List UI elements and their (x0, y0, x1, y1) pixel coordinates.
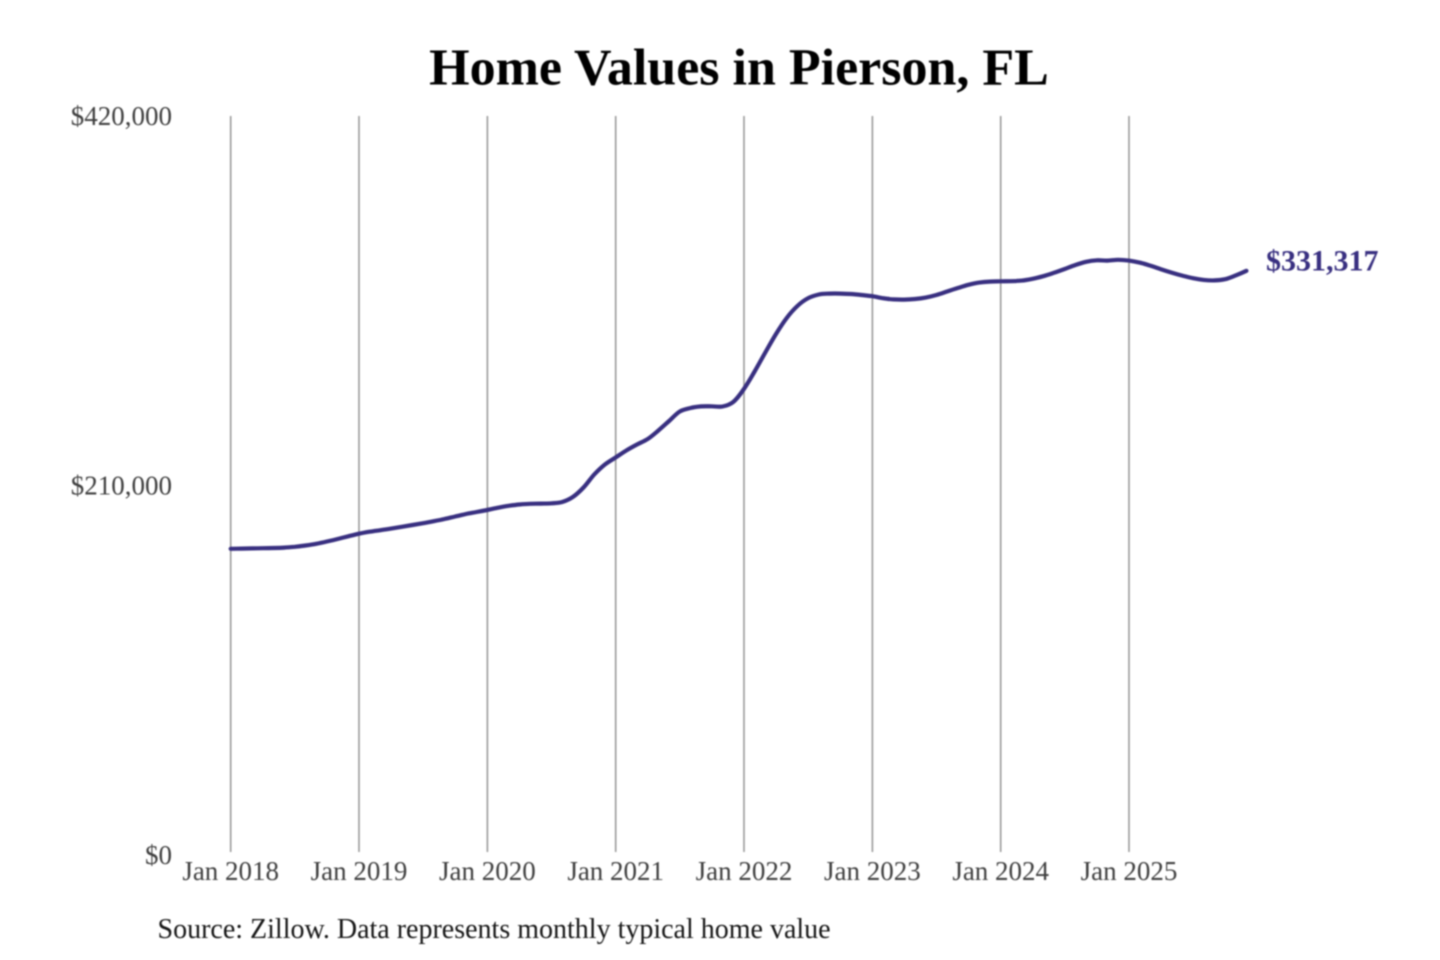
svg-text:Jan 2019: Jan 2019 (311, 856, 408, 886)
svg-text:Jan 2018: Jan 2018 (182, 856, 279, 886)
svg-text:Jan 2023: Jan 2023 (824, 856, 921, 886)
svg-text:$331,317: $331,317 (1266, 245, 1379, 278)
svg-text:$0: $0 (145, 840, 172, 870)
svg-text:Home Values in Pierson, FL: Home Values in Pierson, FL (429, 40, 1049, 97)
svg-text:Jan 2021: Jan 2021 (567, 856, 664, 886)
svg-text:Jan 2020: Jan 2020 (439, 856, 536, 886)
svg-text:$420,000: $420,000 (71, 101, 172, 131)
svg-text:Jan 2024: Jan 2024 (952, 856, 1049, 886)
svg-text:$210,000: $210,000 (71, 471, 172, 501)
svg-text:Jan 2025: Jan 2025 (1081, 856, 1178, 886)
svg-text:Jan 2022: Jan 2022 (696, 856, 793, 886)
svg-text:Source: Zillow. Data represent: Source: Zillow. Data represents monthly … (158, 914, 831, 945)
